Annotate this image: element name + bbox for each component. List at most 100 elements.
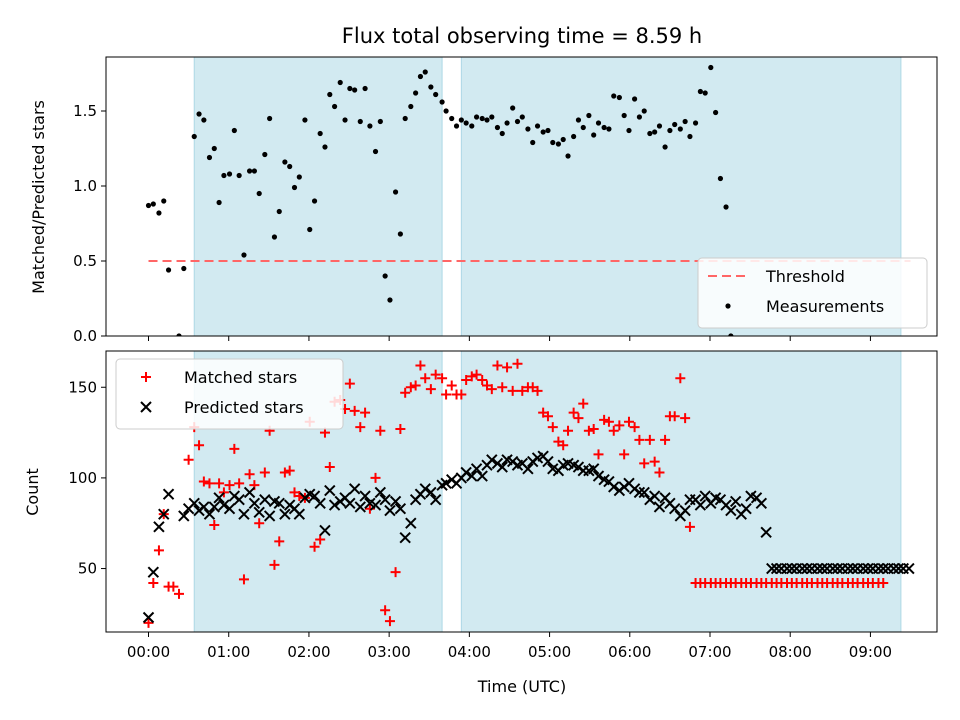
data-point	[827, 562, 839, 575]
data-point	[560, 136, 566, 143]
data-point	[857, 562, 869, 575]
data-point	[148, 578, 159, 589]
data-point	[510, 105, 516, 111]
data-point	[530, 139, 536, 146]
data-point	[449, 115, 455, 122]
data-point	[349, 405, 360, 416]
data-point	[547, 422, 558, 433]
data-point	[198, 476, 209, 487]
series-matched-stars	[143, 358, 889, 628]
data-point	[194, 440, 205, 451]
data-point	[251, 168, 257, 174]
data-point	[586, 112, 592, 119]
data-point	[419, 483, 431, 495]
data-point	[395, 423, 406, 434]
data-point	[677, 126, 683, 132]
data-point	[213, 492, 225, 504]
data-point	[274, 536, 285, 547]
data-point	[238, 508, 250, 520]
y-tick-label: 0.5	[73, 252, 97, 270]
data-point	[466, 470, 478, 482]
data-point	[563, 425, 574, 436]
data-point	[244, 469, 255, 480]
panel-frame	[105, 56, 938, 337]
data-point	[279, 467, 290, 478]
data-point	[578, 398, 589, 409]
data-point	[456, 389, 467, 400]
data-point	[211, 145, 217, 152]
data-point	[534, 123, 541, 129]
data-point	[394, 503, 407, 515]
data-point	[611, 93, 617, 99]
data-point	[214, 478, 225, 489]
data-point	[231, 127, 237, 134]
data-point	[477, 375, 488, 386]
legend-label: Measurements	[766, 297, 884, 316]
data-point	[188, 497, 200, 509]
data-point	[428, 84, 434, 90]
data-point	[668, 503, 681, 515]
data-point	[322, 144, 328, 150]
data-point	[522, 463, 534, 475]
x-tick-label: 07:00	[688, 643, 731, 661]
data-point	[479, 115, 485, 122]
data-point	[382, 273, 388, 279]
data-point	[692, 120, 699, 126]
data-point	[593, 449, 604, 460]
data-point	[355, 422, 366, 433]
data-point	[471, 369, 482, 380]
data-point	[433, 91, 439, 98]
data-point	[766, 562, 778, 575]
data-point	[344, 378, 355, 389]
data-point	[397, 231, 403, 237]
data-point	[717, 175, 724, 182]
data-point	[583, 425, 594, 436]
data-point	[796, 562, 808, 575]
data-point	[606, 126, 612, 132]
panel-plot-area	[142, 351, 915, 632]
data-point	[892, 562, 905, 575]
data-point	[669, 411, 680, 422]
data-point	[878, 578, 889, 589]
data-point	[269, 559, 280, 570]
data-point	[489, 114, 495, 120]
data-point	[903, 562, 915, 575]
data-point	[302, 117, 308, 123]
data-point	[387, 297, 393, 303]
data-point	[486, 384, 497, 395]
data-point	[161, 198, 167, 204]
data-point	[370, 472, 381, 483]
data-point	[178, 510, 190, 522]
data-point	[196, 111, 202, 117]
data-point	[357, 118, 363, 125]
data-point	[653, 501, 666, 513]
data-point	[694, 499, 707, 511]
data-point	[153, 521, 165, 533]
data-point	[287, 163, 293, 170]
data-point	[699, 490, 711, 502]
x-tick-label: 05:00	[528, 643, 571, 661]
data-point	[422, 69, 428, 75]
data-point	[293, 508, 306, 520]
data-point	[486, 454, 498, 466]
data-point	[367, 123, 373, 129]
data-point	[440, 477, 452, 490]
legend-label: Matched stars	[184, 368, 297, 387]
data-point	[324, 484, 336, 497]
data-point	[532, 385, 543, 396]
data-point	[259, 467, 270, 478]
legend-box	[115, 358, 344, 430]
data-point	[499, 130, 505, 137]
data-point	[571, 133, 577, 140]
data-point	[425, 486, 437, 499]
legend-panel-0: Threshold Measurements	[697, 257, 928, 329]
data-point	[728, 333, 734, 336]
data-point	[263, 510, 276, 522]
data-point	[254, 518, 265, 529]
data-point	[315, 534, 326, 545]
data-point	[375, 425, 386, 436]
data-point	[362, 85, 368, 92]
panel-0: 0.0 0.5 1.0 1.5 Threshold Measurements	[73, 56, 938, 345]
data-point	[687, 133, 693, 140]
data-point	[209, 520, 220, 531]
